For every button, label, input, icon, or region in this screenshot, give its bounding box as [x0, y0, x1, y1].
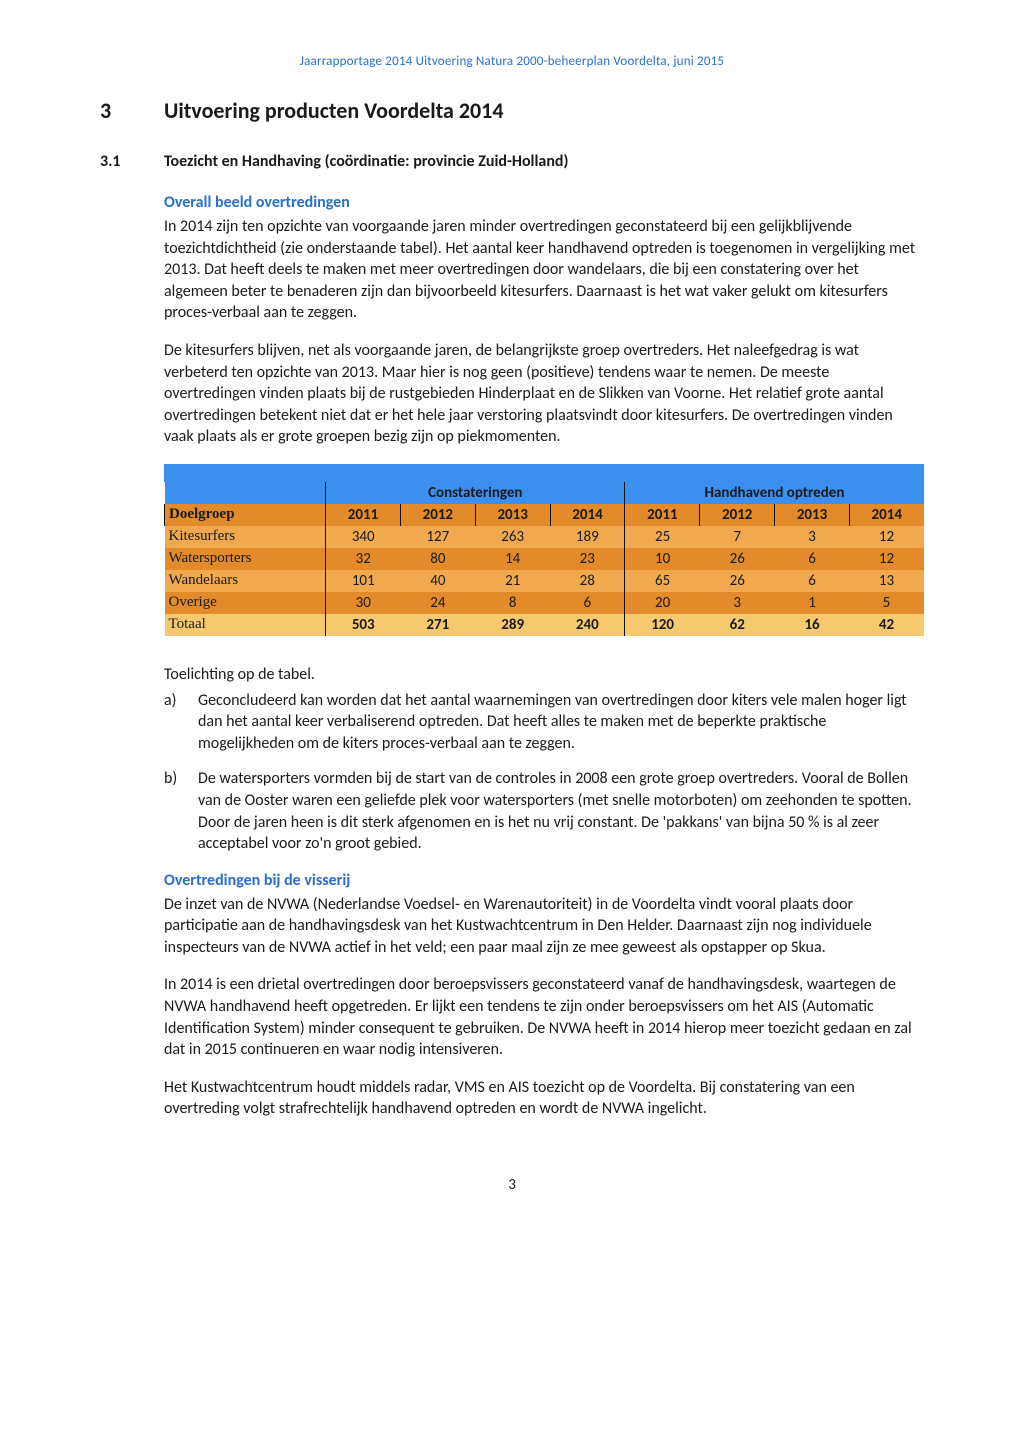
table-rowheader-label: Doelgroep [165, 504, 326, 526]
page: Jaarrapportage 2014 Uitvoering Natura 20… [0, 0, 1024, 1234]
list-item: b)De watersporters vormden bij de start … [164, 768, 924, 854]
table-cell: 240 [550, 614, 625, 636]
list-marker: a) [164, 690, 186, 755]
table-group-header: Handhavend optreden [625, 482, 924, 504]
table-cell: 12 [849, 548, 923, 570]
toelichting-label: Toelichting op de tabel. [164, 664, 924, 686]
table-cell: 3 [700, 592, 775, 614]
list-text: Geconcludeerd kan worden dat het aantal … [198, 690, 924, 755]
table-row-label: Totaal [165, 614, 326, 636]
table-group-header: Constateringen [326, 482, 625, 504]
table-cell: 14 [475, 548, 550, 570]
section-title: Uitvoering producten Voordelta 2014 [164, 97, 503, 124]
table-cell: 6 [775, 548, 850, 570]
table-cell: 263 [475, 526, 550, 548]
paragraph: De kitesurfers blijven, net als voorgaan… [164, 340, 924, 448]
table-cell: 25 [625, 526, 700, 548]
table-year-header: 2013 [475, 504, 550, 526]
table-cell: 80 [400, 548, 475, 570]
table-row-label: Kitesurfers [165, 526, 326, 548]
table-year-header: 2012 [700, 504, 775, 526]
list-item: a)Geconcludeerd kan worden dat het aanta… [164, 690, 924, 755]
table-cell: 5 [849, 592, 923, 614]
table-row-label: Wandelaars [165, 570, 326, 592]
table-cell: 8 [475, 592, 550, 614]
table-row-label: Overige [165, 592, 326, 614]
table-cell: 26 [700, 570, 775, 592]
table-cell: 23 [550, 548, 625, 570]
table-year-header: 2011 [625, 504, 700, 526]
table-cell: 42 [849, 614, 923, 636]
subheading: Overall beeld overtredingen [164, 193, 924, 212]
table-cell: 6 [550, 592, 625, 614]
table-cell: 1 [775, 592, 850, 614]
table-cell: 503 [326, 614, 401, 636]
subsection-title: Toezicht en Handhaving (coördinatie: pro… [164, 152, 568, 171]
table-year-header: 2012 [400, 504, 475, 526]
paragraph: Het Kustwachtcentrum houdt middels radar… [164, 1077, 924, 1120]
table-cell: 289 [475, 614, 550, 636]
table-cell: 20 [625, 592, 700, 614]
section-heading: 3 Uitvoering producten Voordelta 2014 [100, 97, 924, 124]
table-cell: 65 [625, 570, 700, 592]
table-cell: 24 [400, 592, 475, 614]
paragraph: De inzet van de NVWA (Nederlandse Voedse… [164, 894, 924, 959]
table-cell: 13 [849, 570, 923, 592]
table-row-label: Watersporters [165, 548, 326, 570]
table-cell: 32 [326, 548, 401, 570]
table-cell: 7 [700, 526, 775, 548]
table-cell: 16 [775, 614, 850, 636]
table-cell: 28 [550, 570, 625, 592]
table-cell: 189 [550, 526, 625, 548]
list-text: De watersporters vormden bij de start va… [198, 768, 924, 854]
table-cell: 26 [700, 548, 775, 570]
table-cell: 21 [475, 570, 550, 592]
overtredingen-table: ConstateringenHandhavend optreden Doelgro… [164, 464, 924, 636]
table-year-header: 2014 [849, 504, 923, 526]
paragraph: In 2014 is een drietal overtredingen doo… [164, 974, 924, 1060]
table-cell: 6 [775, 570, 850, 592]
section-number: 3 [100, 97, 128, 124]
table-cell: 62 [700, 614, 775, 636]
running-header: Jaarrapportage 2014 Uitvoering Natura 20… [100, 54, 924, 69]
table-cell: 101 [326, 570, 401, 592]
table-cell: 3 [775, 526, 850, 548]
table-year-header: 2011 [326, 504, 401, 526]
table-cell: 30 [326, 592, 401, 614]
subsection-number: 3.1 [100, 152, 128, 171]
table-year-header: 2014 [550, 504, 625, 526]
subsection-heading: 3.1 Toezicht en Handhaving (coördinatie:… [100, 152, 924, 171]
subheading: Overtredingen bij de visserij [164, 871, 924, 890]
table-cell: 12 [849, 526, 923, 548]
table-cell: 271 [400, 614, 475, 636]
table-cell: 10 [625, 548, 700, 570]
list-marker: b) [164, 768, 186, 854]
table-year-header: 2013 [775, 504, 850, 526]
paragraph: In 2014 zijn ten opzichte van voorgaande… [164, 216, 924, 324]
table-cell: 120 [625, 614, 700, 636]
table-cell: 340 [326, 526, 401, 548]
page-number: 3 [100, 1176, 924, 1194]
body: Overall beeld overtredingen In 2014 zijn… [164, 193, 924, 1120]
table-cell: 40 [400, 570, 475, 592]
table-cell: 127 [400, 526, 475, 548]
toelichting-list: a)Geconcludeerd kan worden dat het aanta… [164, 690, 924, 855]
